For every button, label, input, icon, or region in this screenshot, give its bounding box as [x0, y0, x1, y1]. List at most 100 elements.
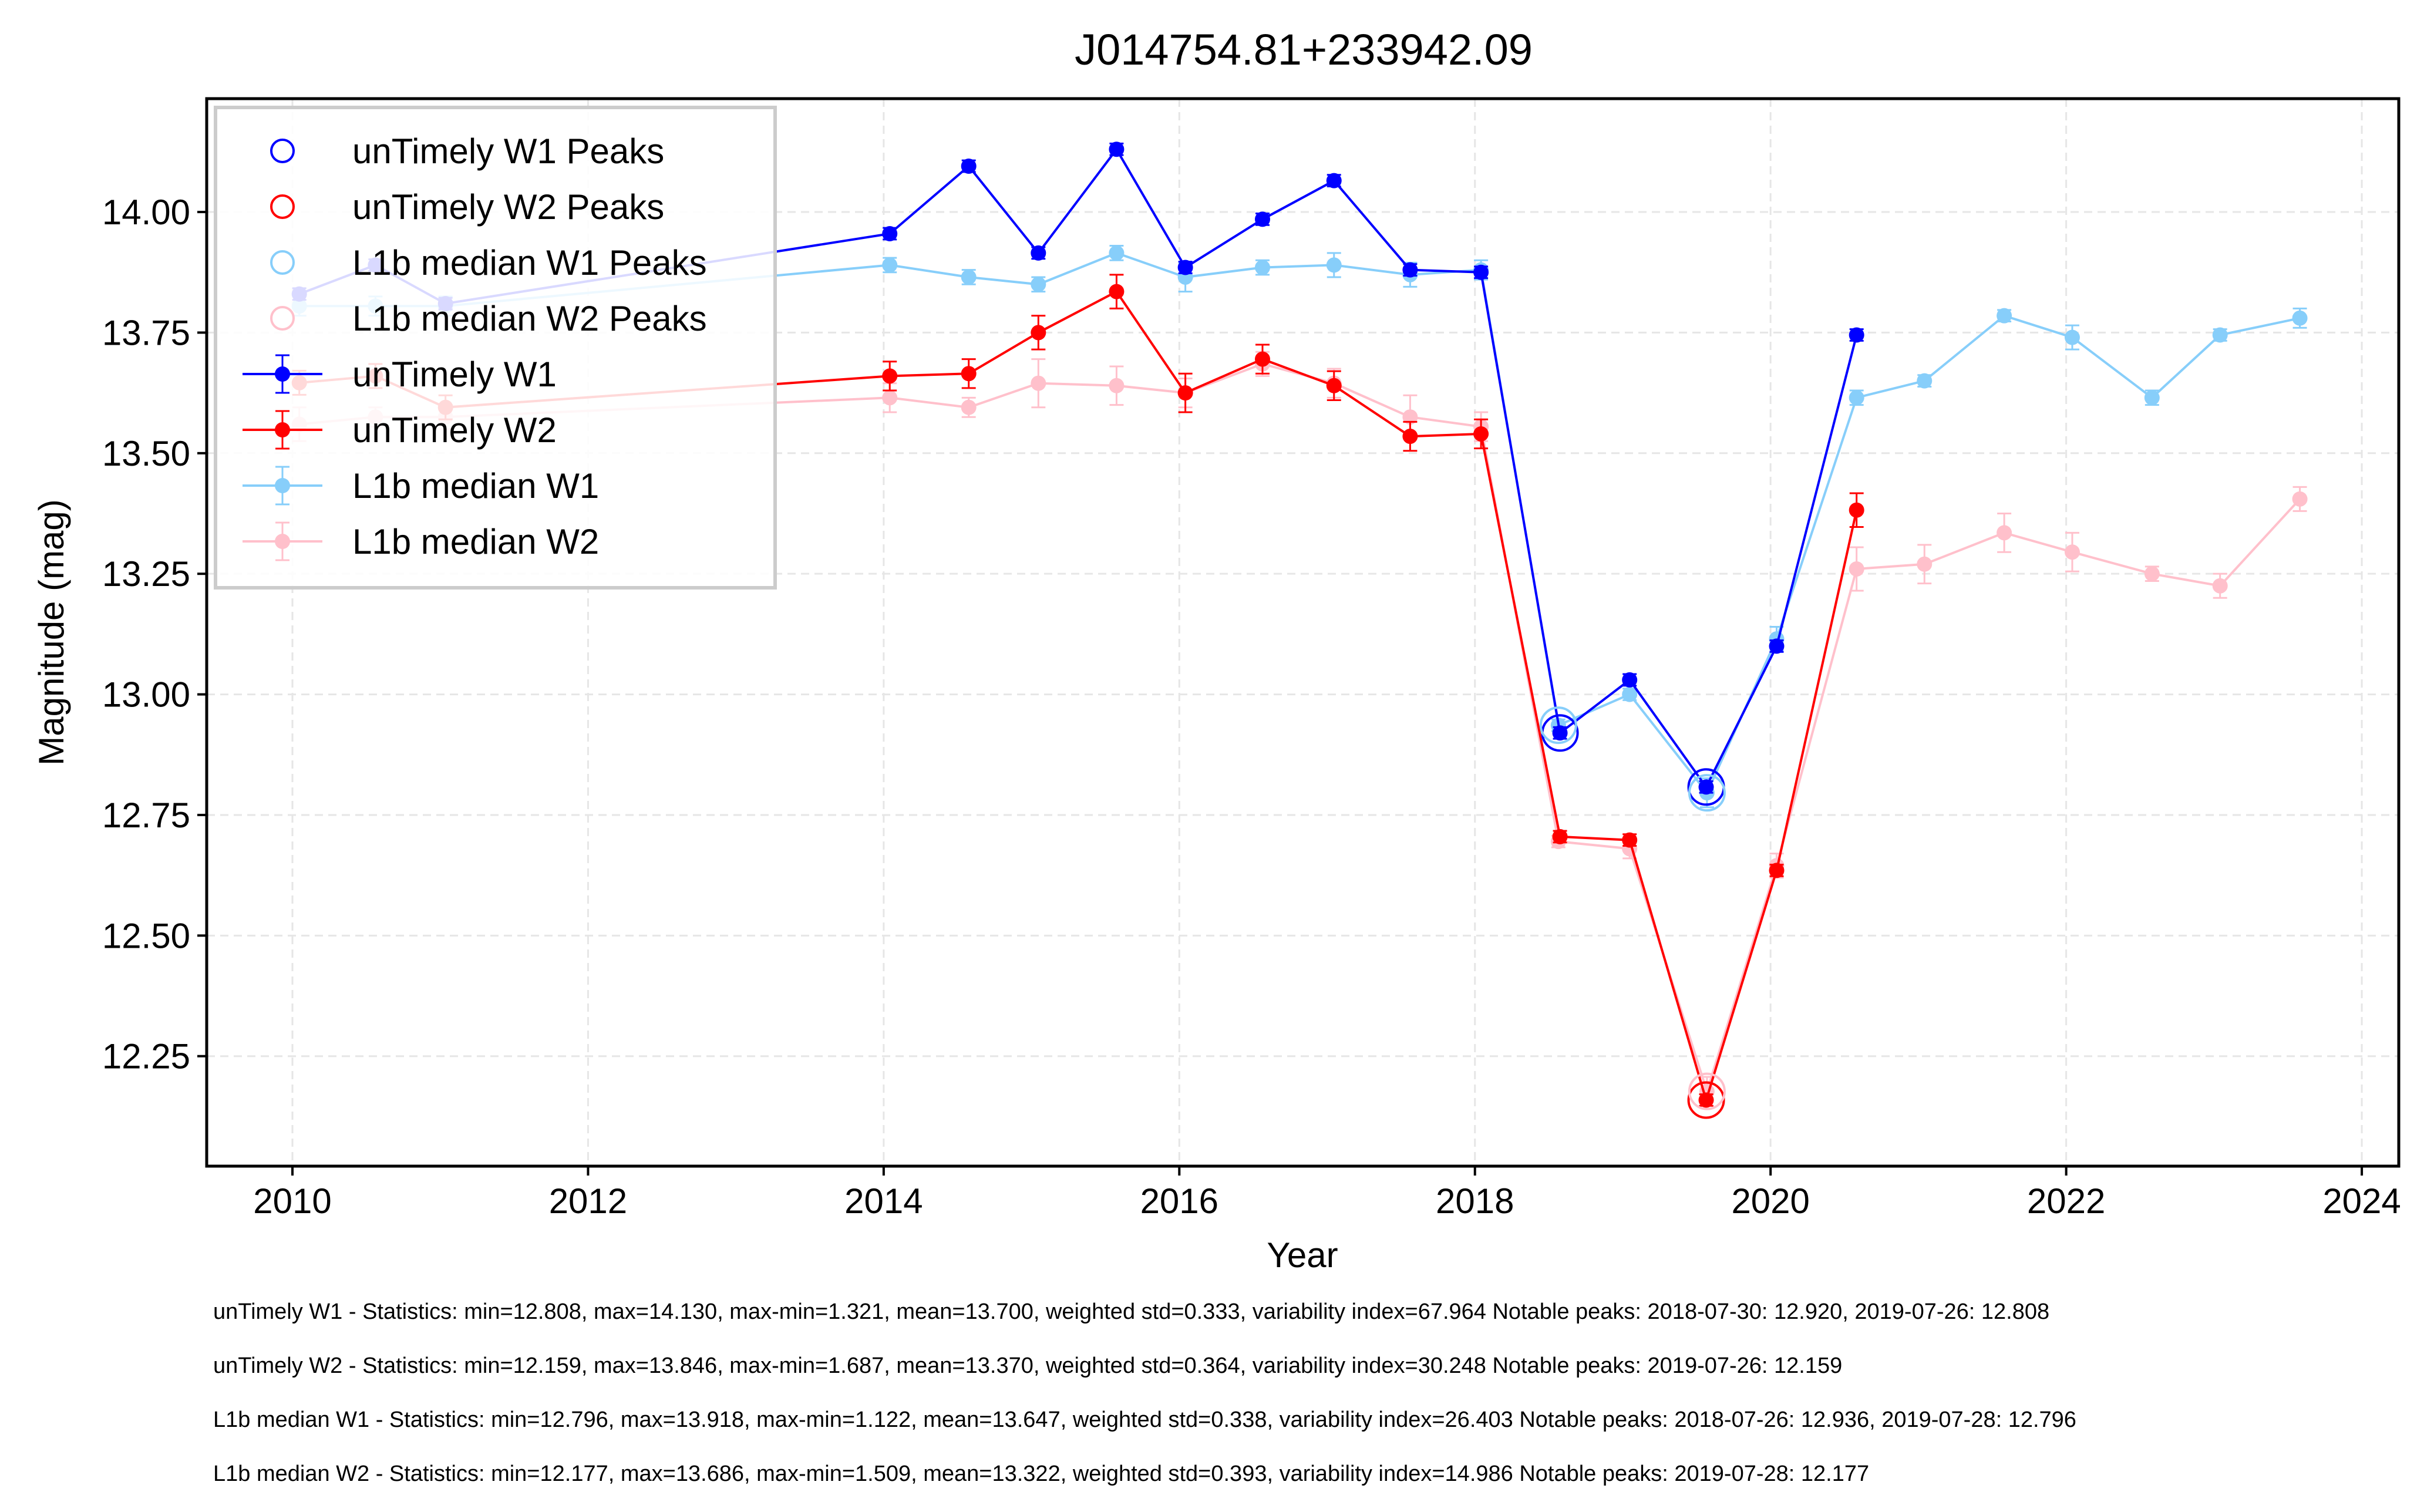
data-point — [1849, 327, 1864, 343]
legend-peak-marker — [270, 306, 295, 331]
legend-point — [275, 478, 290, 493]
data-point — [1254, 351, 1270, 367]
data-point — [882, 257, 898, 273]
legend-label: L1b median W2 Peaks — [352, 299, 707, 338]
data-point — [1997, 525, 2012, 541]
x-tick-label: 2020 — [1731, 1181, 1809, 1221]
peak-marker — [1539, 706, 1577, 745]
legend-label: L1b median W2 — [352, 522, 599, 561]
legend-label: unTimely W2 Peaks — [352, 187, 664, 227]
data-point — [1254, 211, 1270, 227]
data-point — [1917, 556, 1933, 572]
legend-label: L1b median W1 — [352, 466, 599, 506]
stats-untimely-w2: unTimely W2 - Statistics: min=12.159, ma… — [213, 1353, 1843, 1378]
x-tick-label: 2012 — [549, 1181, 627, 1221]
legend-item-l1b-median-w1-peaks: L1b median W1 Peaks — [270, 243, 707, 282]
x-tick-label: 2010 — [253, 1181, 331, 1221]
data-point — [1031, 277, 1046, 292]
data-point — [1109, 284, 1125, 299]
stats-l1b-median-w1: L1b median W1 - Statistics: min=12.796, … — [213, 1407, 2076, 1432]
data-point — [961, 366, 977, 382]
data-point — [1622, 686, 1638, 702]
data-point — [1698, 779, 1714, 795]
legend-point — [275, 366, 290, 382]
x-axis-label: Year — [1267, 1235, 1338, 1275]
data-point — [1769, 863, 1785, 878]
data-point — [961, 269, 977, 285]
data-point — [1109, 142, 1125, 157]
data-point — [1997, 308, 2012, 324]
stats-untimely-w1: unTimely W1 - Statistics: min=12.808, ma… — [213, 1299, 2050, 1324]
data-point — [1622, 832, 1638, 848]
legend-box — [214, 106, 777, 590]
chart-title: J014754.81+233942.09 — [1075, 25, 1533, 74]
legend-label: unTimely W1 — [352, 355, 557, 394]
y-tick-label: 13.75 — [102, 313, 190, 352]
data-point — [882, 390, 898, 406]
x-axis: 2010 2012 2014 2016 2018 2020 2022 2024 — [253, 1166, 2401, 1221]
data-point — [1402, 262, 1418, 278]
data-point — [1109, 378, 1125, 393]
data-point — [1698, 1092, 1714, 1108]
peak-marker — [1687, 1081, 1725, 1119]
y-tick-label: 14.00 — [102, 193, 190, 232]
y-tick-label: 13.00 — [102, 675, 190, 715]
data-point — [1402, 409, 1418, 425]
peaks-untimely-w2-peaks — [1687, 1081, 1725, 1119]
y-tick-label: 13.50 — [102, 434, 190, 473]
data-point — [1031, 325, 1046, 341]
y-tick-label: 12.25 — [102, 1037, 190, 1076]
data-point — [1402, 429, 1418, 444]
legend-item-untimely-w1-peaks: unTimely W1 Peaks — [270, 132, 664, 171]
y-tick-label: 13.25 — [102, 554, 190, 594]
legend-item-untimely-w2: unTimely W2 — [243, 410, 557, 450]
data-point — [2292, 491, 2308, 507]
legend-point — [275, 534, 290, 549]
data-point — [1849, 561, 1864, 577]
peak-marker — [1688, 1072, 1726, 1110]
data-point — [1177, 260, 1193, 275]
legend-item-l1b-median-w1: L1b median W1 — [243, 466, 599, 506]
data-point — [1473, 426, 1489, 442]
data-point — [2212, 327, 2228, 343]
data-point — [2144, 390, 2160, 406]
legend-peak-marker — [270, 250, 295, 275]
data-point — [1552, 829, 1568, 844]
legend-item-l1b-median-w2-peaks: L1b median W2 Peaks — [270, 299, 707, 338]
y-axis-label: Magnitude (mag) — [32, 499, 71, 766]
data-point — [1849, 502, 1864, 518]
legend-label: L1b median W1 Peaks — [352, 243, 707, 282]
y-axis: 12.25 12.50 12.75 13.00 13.25 13.50 13.75 14.00 — [102, 193, 207, 1076]
plot-frame — [205, 97, 2401, 1168]
data-point — [882, 368, 898, 384]
legend-label: unTimely W2 — [352, 410, 557, 450]
legend-peak-marker — [270, 194, 295, 219]
x-tick-label: 2014 — [844, 1181, 923, 1221]
data-point — [1326, 173, 1342, 188]
data-point — [2064, 329, 2080, 345]
data-point — [1849, 390, 1864, 406]
legend-item-l1b-median-w2: L1b median W2 — [243, 521, 599, 561]
legend-item-untimely-w2-peaks: unTimely W2 Peaks — [270, 187, 664, 227]
data-point — [882, 226, 898, 242]
x-tick-label: 2022 — [2027, 1181, 2105, 1221]
data-point — [2064, 544, 2080, 560]
data-point — [2212, 578, 2228, 594]
peak-marker — [1688, 774, 1726, 812]
data-point — [1177, 385, 1193, 401]
x-tick-label: 2016 — [1140, 1181, 1218, 1221]
data-point — [2144, 566, 2160, 582]
legend-item-untimely-w1: unTimely W1 — [243, 354, 557, 394]
data-point — [1769, 638, 1785, 654]
data-point — [1254, 260, 1270, 275]
data-point — [1552, 725, 1568, 741]
legend-point — [275, 422, 290, 437]
data-point — [1917, 373, 1933, 389]
data-point — [961, 399, 977, 415]
y-tick-label: 12.75 — [102, 796, 190, 835]
data-point — [1109, 245, 1125, 261]
stats-l1b-median-w2: L1b median W2 - Statistics: min=12.177, … — [213, 1462, 1870, 1486]
data-point — [1031, 245, 1046, 261]
legend-label: unTimely W1 Peaks — [352, 132, 664, 171]
